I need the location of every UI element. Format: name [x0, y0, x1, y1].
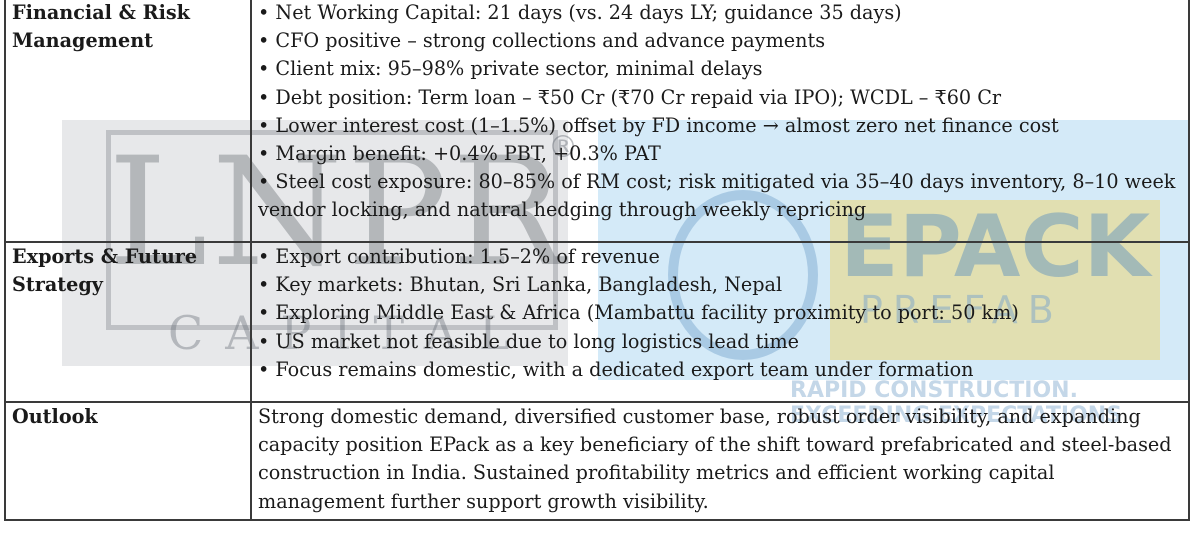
- list-item: • US market not feasible due to long log…: [258, 329, 799, 353]
- list-item: • Export contribution: 1.5–2% of revenue: [258, 245, 660, 268]
- list-item: • Focus remains domestic, with a dedicat…: [258, 357, 974, 381]
- summary-table: Financial & Risk Management • Net Workin…: [4, 0, 1190, 521]
- list-item: • Debt position: Term loan – ₹50 Cr (₹70…: [258, 85, 1002, 109]
- list-item: • Lower interest cost (1–1.5%) offset by…: [258, 113, 1059, 137]
- list-item: • Client mix: 95–98% private sector, min…: [258, 57, 763, 81]
- row-label: Financial & Risk Management: [4, 0, 252, 243]
- row-label: Outlook: [4, 401, 252, 521]
- list-item: • Margin benefit: +0.4% PBT, +0.3% PAT: [258, 142, 661, 166]
- row-content: • Net Working Capital: 21 days (vs. 24 d…: [250, 0, 1190, 243]
- row-label: Exports & Future Strategy: [4, 241, 252, 403]
- bullet-list: • Export contribution: 1.5–2% of revenue…: [258, 243, 1182, 384]
- list-item: • Key markets: Bhutan, Sri Lanka, Bangla…: [258, 273, 783, 297]
- list-item: • Steel cost exposure: 80–85% of RM cost…: [258, 170, 1176, 222]
- list-item: • CFO positive – strong collections and …: [258, 29, 826, 53]
- row-content: • Export contribution: 1.5–2% of revenue…: [250, 241, 1190, 403]
- list-item: • Exploring Middle East & Africa (Mambat…: [258, 301, 1019, 325]
- table-row-financial-risk: Financial & Risk Management • Net Workin…: [4, 0, 1190, 243]
- table-row-outlook: Outlook Strong domestic demand, diversif…: [4, 401, 1190, 521]
- list-item: • Net Working Capital: 21 days (vs. 24 d…: [258, 1, 902, 24]
- bullet-list: • Net Working Capital: 21 days (vs. 24 d…: [258, 0, 1182, 225]
- table-row-exports-strategy: Exports & Future Strategy • Export contr…: [4, 241, 1190, 403]
- row-content: Strong domestic demand, diversified cust…: [250, 401, 1190, 521]
